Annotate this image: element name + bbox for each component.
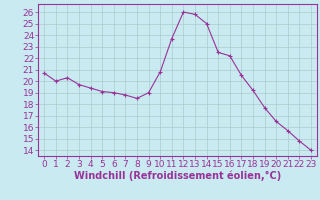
X-axis label: Windchill (Refroidissement éolien,°C): Windchill (Refroidissement éolien,°C) (74, 171, 281, 181)
